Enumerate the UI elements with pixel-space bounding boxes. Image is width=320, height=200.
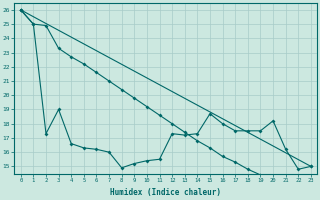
- X-axis label: Humidex (Indice chaleur): Humidex (Indice chaleur): [110, 188, 221, 197]
